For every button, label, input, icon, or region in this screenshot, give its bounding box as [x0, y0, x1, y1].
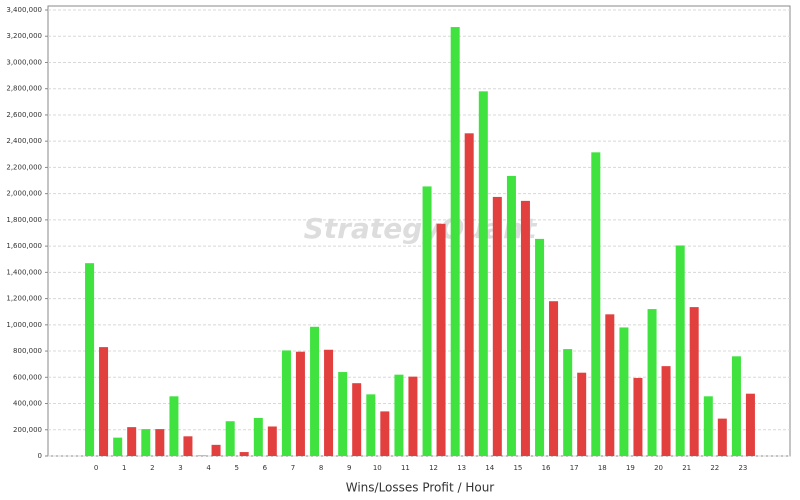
bar — [239, 452, 249, 456]
y-tick-label: 1,800,000 — [6, 216, 42, 224]
x-tick-label: 18 — [598, 464, 607, 472]
bar — [169, 396, 179, 456]
bar — [155, 429, 165, 456]
bar — [366, 394, 376, 456]
bar — [127, 427, 137, 456]
bar — [436, 223, 446, 456]
bar — [520, 200, 530, 456]
bar — [394, 374, 404, 456]
x-tick-label: 2 — [150, 464, 154, 472]
x-tick-label: 19 — [626, 464, 635, 472]
bar — [535, 238, 545, 456]
bar — [380, 411, 390, 456]
x-tick-label: 3 — [178, 464, 182, 472]
y-tick-label: 0 — [38, 452, 42, 460]
x-tick-label: 8 — [319, 464, 323, 472]
x-tick-label: 7 — [291, 464, 295, 472]
y-tick-label: 1,600,000 — [6, 242, 42, 250]
y-tick-label: 400,000 — [13, 400, 42, 408]
watermark: StrategyQuant — [304, 212, 538, 245]
bar — [338, 372, 348, 456]
bar — [492, 196, 502, 457]
bar — [113, 437, 123, 456]
bar — [310, 326, 320, 456]
bar — [85, 263, 95, 456]
bar — [324, 349, 334, 456]
bar — [99, 347, 109, 456]
bar — [675, 245, 685, 456]
x-tick-label: 11 — [401, 464, 410, 472]
bar — [225, 421, 235, 456]
x-tick-label: 0 — [94, 464, 98, 472]
y-tick-label: 1,200,000 — [6, 295, 42, 303]
y-tick-label: 2,400,000 — [6, 137, 42, 145]
bar — [577, 372, 587, 456]
bar — [352, 383, 362, 456]
bar — [478, 91, 488, 457]
bar — [267, 426, 277, 456]
x-tick-label: 15 — [513, 464, 522, 472]
x-tick-label: 12 — [429, 464, 438, 472]
y-tick-label: 2,000,000 — [6, 190, 42, 198]
bar — [464, 133, 474, 456]
bar — [647, 309, 657, 456]
bar — [633, 377, 643, 456]
y-tick-label: 3,000,000 — [6, 58, 42, 66]
bar — [295, 351, 305, 456]
bar — [731, 356, 741, 456]
y-tick-label: 3,400,000 — [6, 6, 42, 14]
bar — [717, 418, 727, 456]
y-tick-label: 2,800,000 — [6, 85, 42, 93]
bar — [422, 186, 432, 456]
x-tick-label: 22 — [710, 464, 719, 472]
x-tick-label: 10 — [373, 464, 382, 472]
bar — [506, 175, 516, 456]
y-tick-label: 600,000 — [13, 373, 42, 381]
y-tick-label: 3,200,000 — [6, 32, 42, 40]
bar — [450, 27, 460, 456]
x-axis-label: Wins/Losses Profit / Hour — [346, 481, 495, 495]
y-tick-label: 1,400,000 — [6, 268, 42, 276]
bar — [549, 301, 559, 456]
x-tick-label: 23 — [738, 464, 747, 472]
bar — [197, 455, 207, 456]
y-tick-label: 200,000 — [13, 426, 42, 434]
bar — [591, 152, 601, 456]
bar — [408, 376, 418, 456]
x-tick-label: 9 — [347, 464, 351, 472]
bar — [605, 314, 615, 456]
bar — [253, 417, 263, 456]
bar — [661, 366, 671, 456]
bar — [563, 349, 573, 456]
bar — [211, 444, 221, 456]
bar — [703, 396, 713, 456]
bar — [619, 327, 629, 456]
bar — [183, 436, 193, 456]
x-tick-label: 4 — [206, 464, 211, 472]
y-tick-label: 2,200,000 — [6, 163, 42, 171]
y-tick-label: 800,000 — [13, 347, 42, 355]
bar — [745, 393, 755, 456]
x-tick-label: 20 — [654, 464, 663, 472]
x-tick-label: 16 — [542, 464, 551, 472]
bar — [281, 350, 291, 456]
x-tick-label: 13 — [457, 464, 466, 472]
x-tick-label: 21 — [682, 464, 691, 472]
x-tick-label: 17 — [570, 464, 579, 472]
y-tick-label: 1,000,000 — [6, 321, 42, 329]
x-tick-label: 14 — [485, 464, 494, 472]
x-tick-label: 5 — [234, 464, 238, 472]
bar — [689, 307, 699, 456]
y-tick-label: 2,600,000 — [6, 111, 42, 119]
bar — [141, 429, 151, 456]
x-tick-label: 1 — [122, 464, 126, 472]
x-tick-label: 6 — [263, 464, 268, 472]
